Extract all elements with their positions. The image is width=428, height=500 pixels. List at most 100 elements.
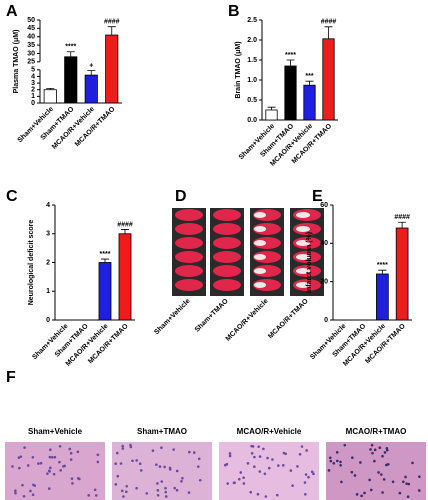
- cell: [49, 448, 52, 451]
- cell: [119, 462, 123, 465]
- slice: [175, 237, 203, 249]
- cell: [258, 470, 262, 473]
- y-tick-label: 2: [31, 87, 35, 94]
- significance: +: [89, 62, 93, 69]
- infarct: [254, 282, 266, 288]
- y-tick-label: 5: [31, 67, 35, 74]
- slice: [213, 279, 241, 291]
- cell: [69, 451, 73, 455]
- cell: [307, 475, 310, 479]
- cell: [380, 473, 383, 476]
- cell: [363, 491, 366, 495]
- infarct: [296, 254, 310, 260]
- cell: [87, 494, 90, 497]
- y-tick-label: 50: [27, 17, 35, 24]
- cell: [250, 451, 254, 455]
- cell: [26, 464, 30, 467]
- cell: [198, 478, 202, 482]
- cell: [31, 493, 35, 497]
- x-tick-label: Sham+Vehicle: [17, 106, 55, 144]
- cell: [121, 447, 125, 450]
- infarct: [254, 268, 266, 274]
- cell: [96, 453, 100, 457]
- cell: [76, 450, 80, 454]
- error-bar: [121, 229, 129, 234]
- cell: [135, 459, 138, 462]
- cell: [246, 462, 250, 465]
- y-tick-label: 40: [27, 34, 35, 41]
- y-tick-label: 2: [46, 259, 50, 266]
- cell: [70, 477, 74, 480]
- cell: [18, 466, 21, 470]
- panel-letter: A: [6, 3, 18, 20]
- cell: [58, 444, 62, 448]
- cell: [196, 465, 200, 468]
- cell: [17, 456, 21, 459]
- cell: [264, 495, 268, 498]
- cell: [94, 494, 98, 497]
- cell: [23, 446, 26, 449]
- error-bar: [101, 258, 109, 263]
- error-bar: [324, 26, 333, 39]
- cell: [327, 469, 331, 472]
- y-tick-label: 3: [31, 80, 35, 87]
- cell: [115, 451, 119, 455]
- y-axis-label: Infarct volumn (%): [306, 232, 313, 293]
- cell: [21, 483, 24, 487]
- histology-images: [5, 442, 426, 500]
- cell: [47, 487, 51, 490]
- cell: [310, 470, 314, 474]
- image-caption: Sham+Vehicle: [28, 427, 83, 436]
- cell: [351, 456, 354, 459]
- slice: [213, 223, 241, 235]
- panel-letter: B: [228, 3, 240, 20]
- significance: ####: [117, 221, 133, 228]
- cell: [251, 445, 255, 448]
- cell: [156, 482, 159, 485]
- cell: [156, 489, 160, 492]
- cell: [116, 474, 120, 478]
- cell: [48, 455, 52, 459]
- cell: [228, 454, 232, 458]
- y-tick-label: 0: [324, 317, 328, 324]
- cell: [188, 450, 191, 454]
- cell: [135, 486, 138, 490]
- cell: [343, 443, 347, 447]
- cell: [304, 473, 308, 476]
- cell: [11, 465, 14, 468]
- cell: [383, 451, 387, 454]
- cell: [160, 480, 164, 483]
- cell: [418, 489, 421, 492]
- y-tick-label: 40: [320, 240, 328, 247]
- infarct: [254, 226, 266, 232]
- image-caption: MCAO/R+TMAO: [267, 297, 310, 340]
- cell: [59, 469, 62, 472]
- cell: [29, 489, 32, 493]
- cell: [46, 472, 49, 475]
- y-tick-label: 0.0: [247, 117, 257, 124]
- cell: [164, 486, 167, 490]
- cell: [377, 471, 380, 474]
- y-axis-label: Brain TMAO (μM): [235, 41, 242, 98]
- cell: [93, 488, 97, 492]
- cell: [378, 446, 382, 450]
- cell: [180, 479, 183, 483]
- slice: [175, 265, 203, 277]
- cell: [328, 456, 332, 460]
- cell: [172, 448, 175, 451]
- cell: [304, 492, 307, 496]
- brain-slices: [175, 209, 321, 291]
- cell: [355, 493, 359, 496]
- infarct: [296, 212, 310, 218]
- cell: [411, 461, 414, 465]
- cell: [386, 462, 390, 466]
- cell: [228, 452, 232, 455]
- cell: [53, 455, 57, 459]
- cell: [353, 474, 357, 477]
- image-caption: MCAO/R+Vehicle: [237, 427, 302, 436]
- significance: ****: [65, 44, 76, 51]
- cell: [253, 465, 256, 468]
- cell: [350, 470, 354, 474]
- cell: [406, 495, 410, 499]
- cell: [267, 466, 271, 470]
